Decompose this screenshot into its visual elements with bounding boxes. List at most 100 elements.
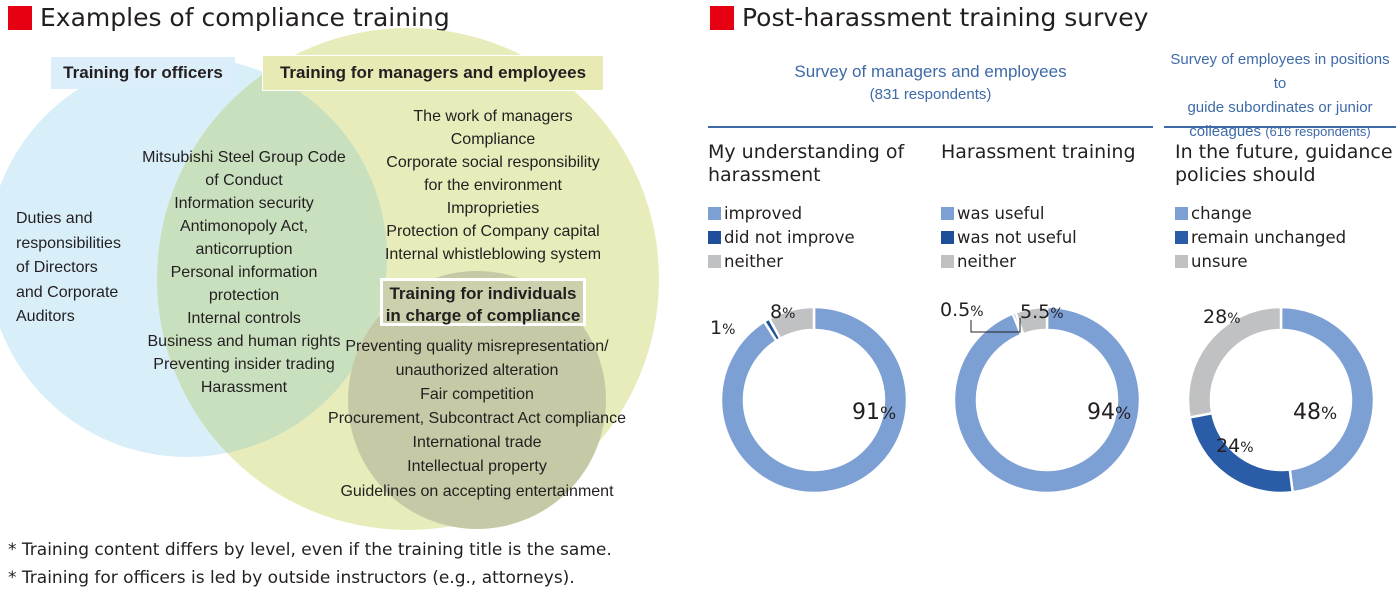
data-label-value: 1 <box>710 317 722 339</box>
individuals-circle <box>348 271 606 529</box>
data-label-value: 28 <box>1203 306 1227 328</box>
group2-divider <box>1164 126 1396 128</box>
officers-list-item: and Corporate <box>16 283 119 301</box>
legend-entry: unsure <box>1175 249 1346 273</box>
managers-list-item: Internal whistleblowing system <box>384 246 602 263</box>
data-label-value: 91 <box>852 400 880 425</box>
group1-header: Survey of managers and employees (831 re… <box>708 59 1153 106</box>
percent-sign: % <box>1240 440 1253 456</box>
box-individuals-line: in charge of compliance <box>385 306 581 325</box>
shared-list-item: Internal controls <box>187 310 301 327</box>
shared-list-item: Antimonopoly Act, <box>179 218 309 235</box>
chart-title-line: In the future, guidance <box>1175 141 1393 163</box>
chart-title: In the future, guidance policies should <box>1175 141 1393 187</box>
leader-line <box>970 318 1021 333</box>
managers-list-item: for the environment <box>424 177 562 194</box>
legend-label: was not useful <box>957 227 1077 247</box>
legend-entry: did not improve <box>708 225 855 249</box>
chart-title: Harassment training <box>941 141 1136 164</box>
individuals-list-item: Preventing quality misrepresentation/ <box>345 338 609 355</box>
shared-list-item: of Conduct <box>205 172 283 189</box>
box-officers: Training for officers <box>51 57 235 89</box>
percent-sign: % <box>970 304 983 320</box>
legend-entry: improved <box>708 201 855 225</box>
percent-sign: % <box>722 322 735 338</box>
chart-title-line: My understanding of <box>708 141 905 163</box>
data-label-value: 24 <box>1216 435 1240 457</box>
data-label-value: 5.5 <box>1020 301 1050 323</box>
percent-sign: % <box>1050 306 1063 322</box>
data-label-value: 94 <box>1087 400 1115 425</box>
red-square-icon <box>8 5 32 30</box>
shared-list-item: Personal information <box>170 264 318 281</box>
shared-list-item: anticorruption <box>195 241 293 258</box>
legend-swatch <box>941 230 954 244</box>
percent-sign: % <box>782 306 795 322</box>
group2-title-line1: Survey of employees in positions to <box>1170 51 1390 92</box>
legend-entry: neither <box>941 249 1077 273</box>
donut-slice-neither <box>1013 305 1049 336</box>
note-1: * Training content differs by level, eve… <box>8 540 612 560</box>
legend-entry: change <box>1175 201 1346 225</box>
individuals-list: Preventing quality misrepresentation/una… <box>328 335 626 504</box>
legend-entry: was not useful <box>941 225 1077 249</box>
group1-divider <box>708 126 1153 128</box>
legend-label: neither <box>724 251 784 271</box>
percent-sign: % <box>1115 404 1131 424</box>
chart-legend: was useful was not useful neither <box>941 201 1077 273</box>
shared-list-item: Harassment <box>200 379 288 396</box>
officers-list-item: responsibilities <box>16 234 121 252</box>
donut-chart <box>952 305 1142 495</box>
data-label: 5.5% <box>1020 301 1064 323</box>
legend-swatch <box>1175 254 1188 268</box>
managers-list-item: The work of managers <box>413 108 573 125</box>
managers-list-item: Compliance <box>450 131 536 148</box>
individuals-list-item: Procurement, Subcontract Act compliance <box>328 410 626 428</box>
managers-list: The work of managers Compliance Corporate … <box>385 105 601 266</box>
chart-legend: improved did not improve neither <box>708 201 855 273</box>
legend-entry: neither <box>708 249 855 273</box>
individuals-list-item: Intellectual property <box>407 458 547 476</box>
chart-title-line: harassment <box>708 164 821 186</box>
shared-list: Mitsubishi Steel Group Code of Conduct Inf… <box>142 146 346 399</box>
officers-only-list: Duties and responsibilities of Directors an… <box>16 207 121 330</box>
managers-list-item: Improprieties <box>446 200 540 217</box>
legend-label: did not improve <box>724 227 855 247</box>
shared-list-item: Mitsubishi Steel Group Code <box>142 149 346 166</box>
officers-list-item: of Directors <box>16 259 98 276</box>
note-2: * Training for officers is led by outsid… <box>8 568 575 588</box>
group1-title: Survey of managers and employees <box>794 62 1067 81</box>
data-label-value: 48 <box>1293 400 1321 425</box>
shared-list-item: Information security <box>174 195 314 212</box>
individuals-list-item: unauthorized alteration <box>395 362 559 380</box>
red-square-icon <box>710 5 734 30</box>
donut-slice-neither <box>767 305 816 341</box>
legend-swatch <box>1175 206 1188 220</box>
chart-title-line: policies should <box>1175 164 1316 186</box>
managers-list-item: Protection of Company capital <box>386 223 600 240</box>
group1-respondents: (831 respondents) <box>869 86 992 103</box>
individuals-list-item: Fair competition <box>420 386 534 404</box>
chart-title-line: Harassment training <box>941 141 1136 163</box>
legend-label: change <box>1191 203 1252 223</box>
box-managers: Training for managers and employees <box>262 55 604 91</box>
percent-sign: % <box>880 404 896 424</box>
percent-sign: % <box>1227 311 1240 327</box>
legend-label: unsure <box>1191 251 1248 271</box>
legend-swatch <box>708 206 721 220</box>
legend-label: improved <box>724 203 803 223</box>
right-section-title: Post-harassment training survey <box>710 3 1148 32</box>
chart-title: My understanding of harassment <box>708 141 904 187</box>
box-individuals: Training for individuals in charge of com… <box>380 278 586 326</box>
chart-legend: change remain unchanged unsure <box>1175 201 1346 273</box>
data-label: 94% <box>1087 400 1131 425</box>
box-individuals-line: Training for individuals <box>389 284 577 303</box>
individuals-list-item: Guidelines on accepting entertainment <box>340 482 614 500</box>
officers-list-item: Auditors <box>16 308 75 325</box>
venn-diagram <box>0 28 659 530</box>
data-label: 24% <box>1216 435 1254 457</box>
data-label: 0.5% <box>940 299 984 321</box>
legend-swatch <box>708 230 721 244</box>
